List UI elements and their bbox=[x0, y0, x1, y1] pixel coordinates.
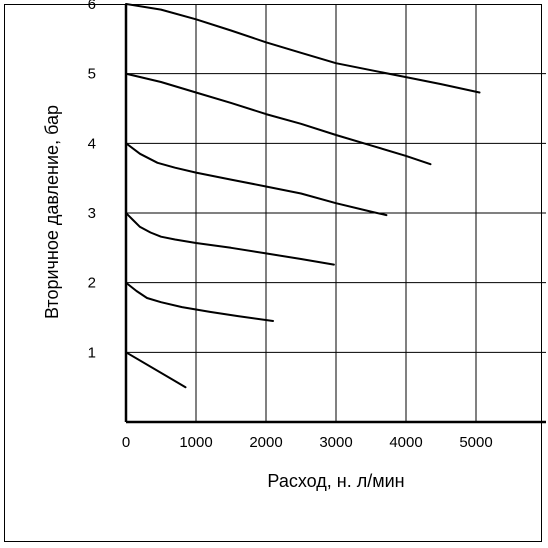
y-tick-label: 1 bbox=[88, 344, 96, 361]
series-line-4 bbox=[125, 142, 388, 217]
x-tick-label: 4000 bbox=[389, 434, 422, 451]
x-tick-label: 0 bbox=[122, 434, 130, 451]
series-line-3 bbox=[125, 212, 335, 266]
chart-frame bbox=[4, 4, 542, 542]
x-tick-label: 1000 bbox=[179, 434, 212, 451]
x-tick-label: 2000 bbox=[249, 434, 282, 451]
x-tick-labels: 0 1000 2000 3000 4000 5000 bbox=[122, 434, 493, 451]
series-line-1 bbox=[125, 351, 187, 389]
y-tick-label: 4 bbox=[88, 135, 96, 152]
y-tick-label: 6 bbox=[88, 0, 96, 13]
y-tick-label: 2 bbox=[88, 275, 96, 292]
grid bbox=[126, 4, 546, 422]
series-line-2 bbox=[125, 281, 274, 322]
series-line-6 bbox=[125, 3, 481, 94]
x-axis-label: Расход, н. л/мин bbox=[267, 471, 404, 491]
x-tick-label: 3000 bbox=[319, 434, 352, 451]
series-line-5 bbox=[125, 72, 432, 166]
x-tick-label: 5000 bbox=[459, 434, 492, 451]
y-tick-label: 3 bbox=[88, 205, 96, 222]
series-layer bbox=[125, 3, 481, 389]
y-tick-label: 5 bbox=[88, 66, 96, 83]
y-tick-labels: 1 2 3 4 5 6 bbox=[88, 0, 96, 361]
y-axis-label: Вторичное давление, бар bbox=[42, 105, 62, 319]
